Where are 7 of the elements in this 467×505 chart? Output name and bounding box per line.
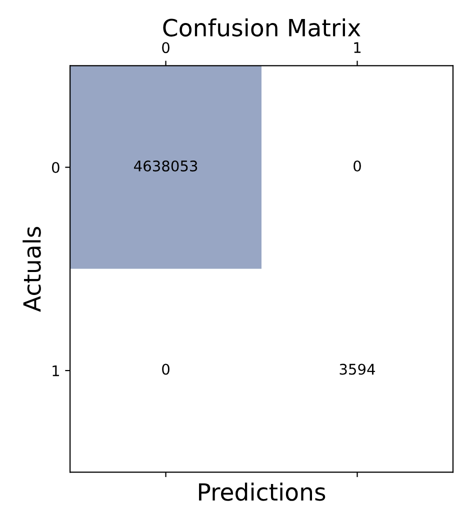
data-label: 3594 — [340, 364, 375, 375]
chart-title: Confusion Matrix — [163, 18, 360, 37]
data-label: 0 — [354, 160, 361, 172]
x-axis-title: Predictions — [199, 482, 326, 501]
data-label: 4638053 — [134, 160, 198, 172]
y-axis-title: Actuals — [22, 226, 41, 312]
data-label: 0 — [162, 364, 170, 375]
